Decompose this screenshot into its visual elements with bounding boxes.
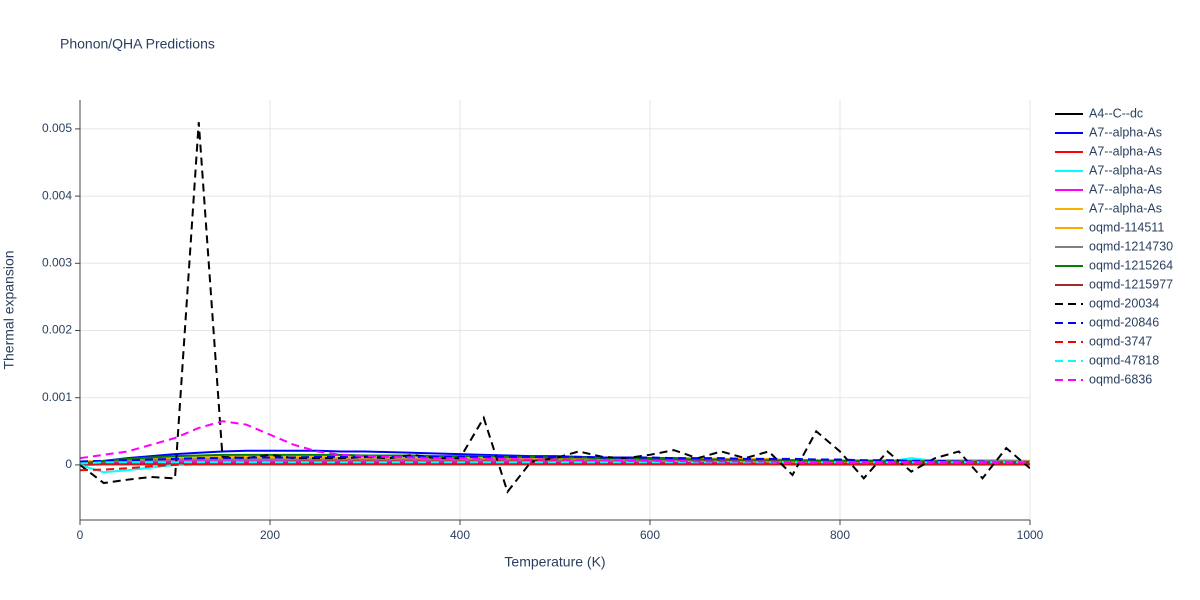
legend-label: oqmd-3747	[1089, 334, 1152, 348]
legend-label: oqmd-114511	[1089, 220, 1164, 234]
y-tick-label: 0.003	[42, 255, 72, 269]
legend-label: oqmd-6836	[1089, 372, 1152, 386]
x-tick-label: 1000	[1017, 528, 1044, 542]
y-tick-label: 0.005	[42, 121, 72, 135]
y-axis-title: Thermal expansion	[1, 250, 17, 369]
legend-label: oqmd-20034	[1089, 296, 1159, 310]
series-line	[80, 455, 1030, 464]
x-tick-label: 0	[77, 528, 84, 542]
legend-label: oqmd-1215977	[1089, 277, 1173, 291]
legend-label: A4--C--dc	[1089, 106, 1143, 120]
series-line	[80, 461, 1030, 465]
legend-label: A7--alpha-As	[1089, 125, 1162, 139]
x-tick-label: 200	[260, 528, 280, 542]
x-tick-label: 800	[830, 528, 850, 542]
legend-label: A7--alpha-As	[1089, 144, 1162, 158]
y-tick-label: 0	[65, 457, 72, 471]
legend-label: oqmd-1214730	[1089, 239, 1173, 253]
x-axis-title: Temperature (K)	[504, 554, 605, 570]
x-tick-label: 600	[640, 528, 660, 542]
y-tick-label: 0.002	[42, 323, 72, 337]
legend: A4--C--dc A7--alpha-As A7--alpha-As A7--alp…	[1055, 106, 1173, 386]
legend-label: oqmd-20846	[1089, 315, 1159, 329]
legend-label: oqmd-1215264	[1089, 258, 1173, 272]
chart-title: Phonon/QHA Predictions	[60, 36, 215, 52]
y-tick-label: 0.001	[42, 390, 72, 404]
legend-label: A7--alpha-As	[1089, 201, 1162, 215]
legend-label: oqmd-47818	[1089, 353, 1159, 367]
series-line	[80, 420, 1030, 464]
y-tick-label: 0.004	[42, 188, 72, 202]
legend-label: A7--alpha-As	[1089, 163, 1162, 177]
legend-label: A7--alpha-As	[1089, 182, 1162, 196]
plot-area	[80, 122, 1030, 494]
x-tick-label: 400	[450, 528, 470, 542]
axes: 0 200 400 600 800 1000 0 0.001 0.002 0.003 0.004 0.…	[42, 100, 1044, 542]
